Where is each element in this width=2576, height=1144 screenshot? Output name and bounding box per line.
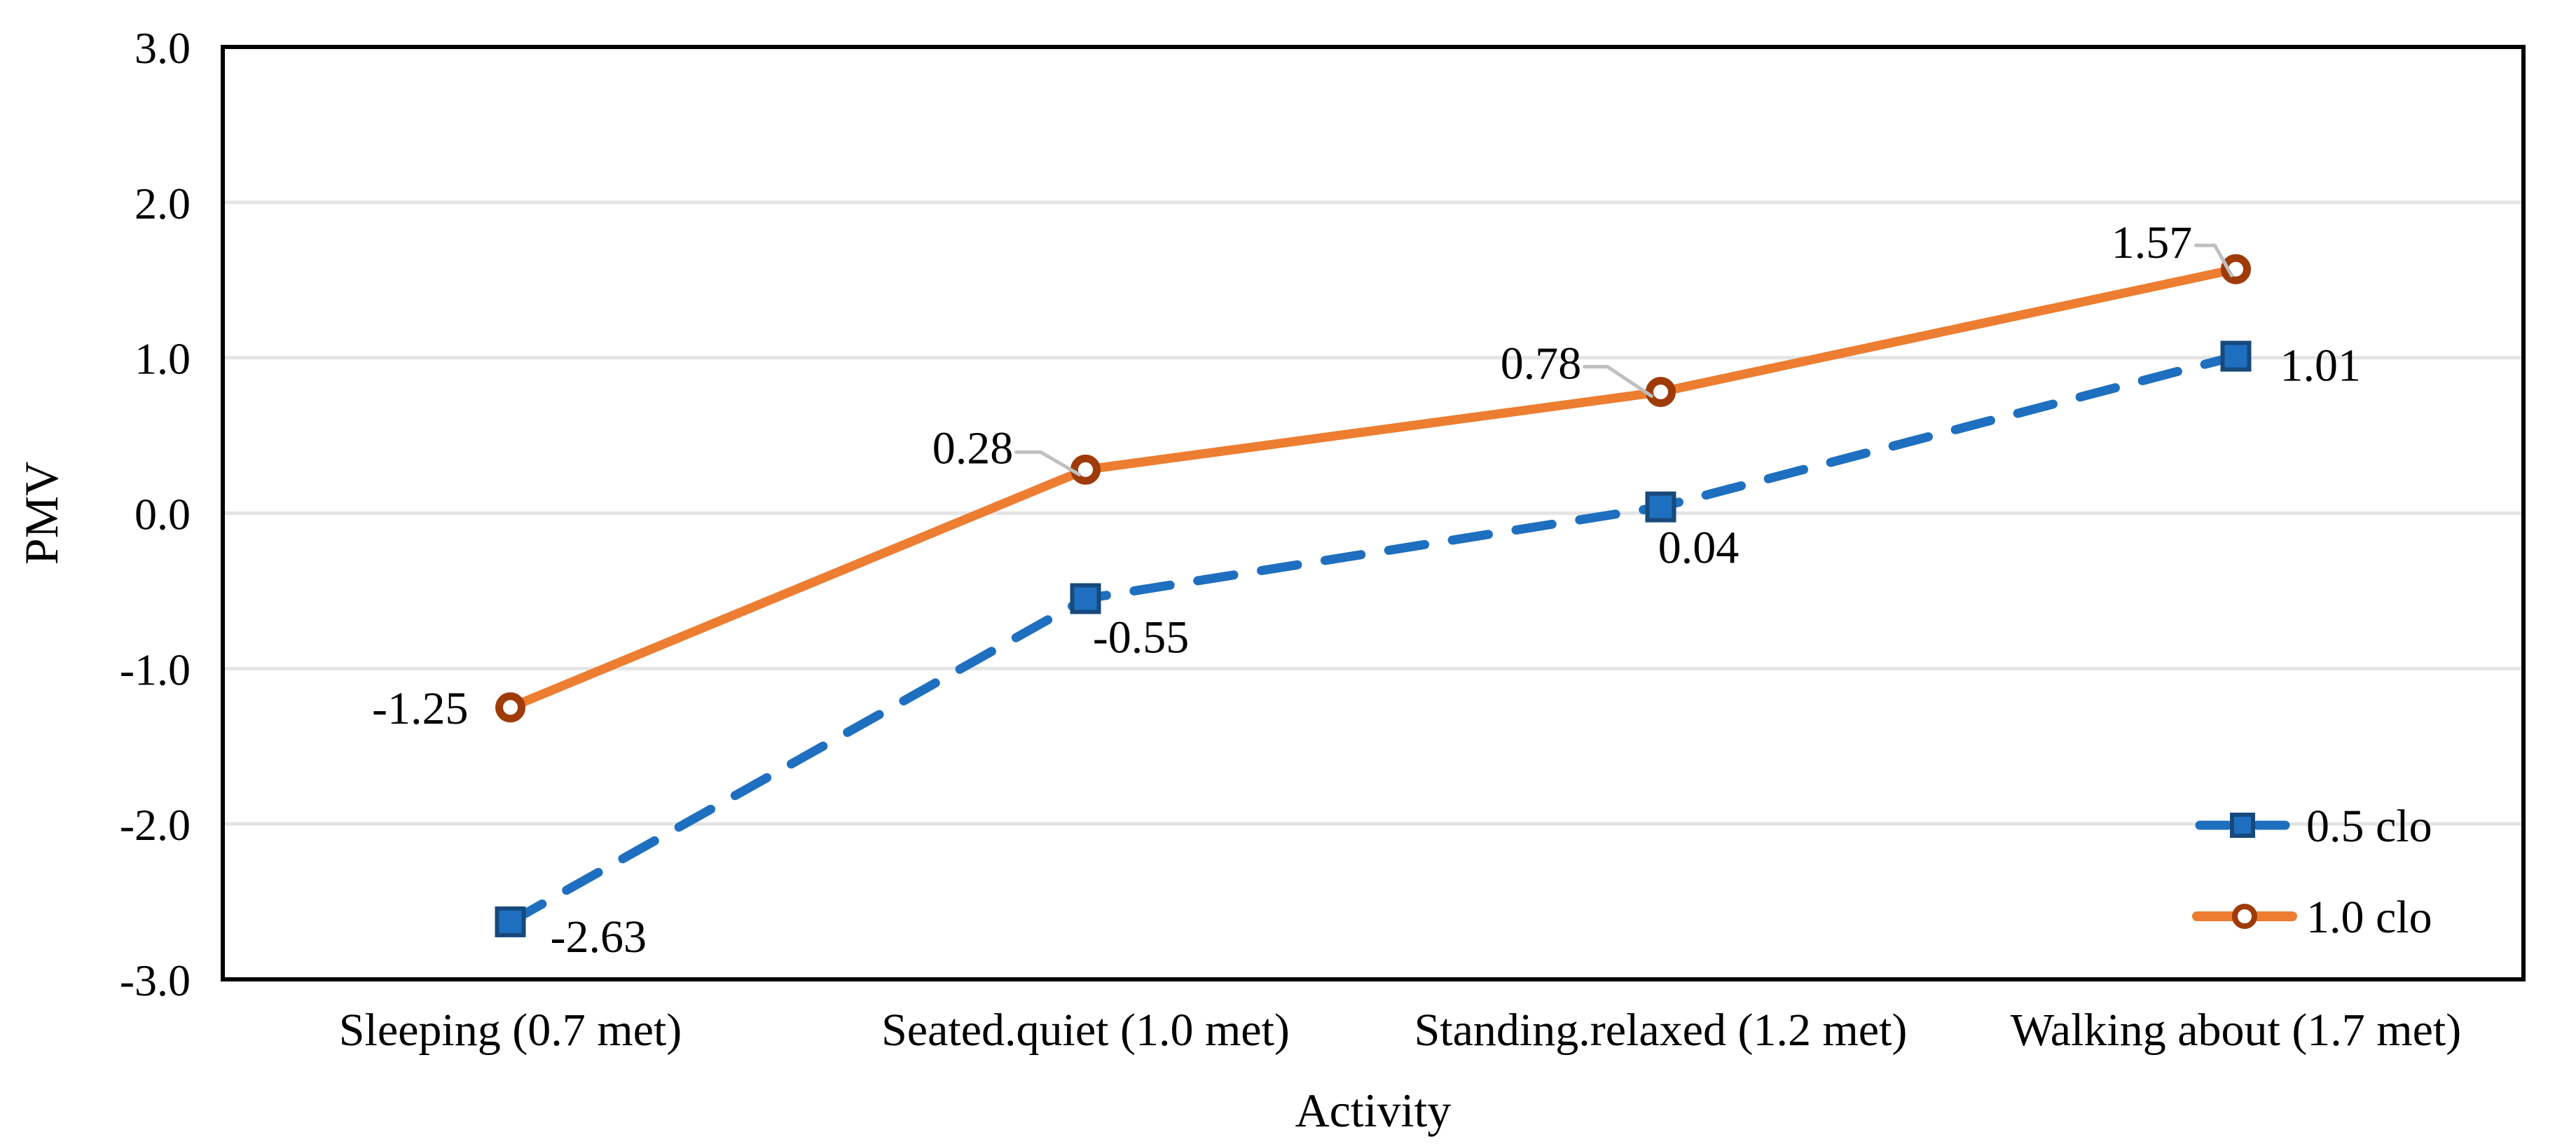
x-category-label: Sleeping (0.7 met) xyxy=(339,1005,682,1056)
legend-item-0-5-clo: 0.5 clo xyxy=(2195,801,2432,852)
data-label-1-0-clo: -1.25 xyxy=(372,683,468,734)
data-label-1-0-clo: 0.28 xyxy=(932,422,1014,474)
data-label-0-5-clo: 0.04 xyxy=(1658,523,1740,574)
y-tick-label: -3.0 xyxy=(120,956,191,1005)
marker-square-0-5-clo xyxy=(1645,491,1676,523)
x-axis-title: Activity xyxy=(1295,1084,1452,1137)
series-0-5-clo: -2.63 -0.55 0.04 1.01 xyxy=(495,340,2362,963)
y-tick-label: 2.0 xyxy=(135,179,191,228)
y-tick-label: 1.0 xyxy=(135,334,191,384)
y-tick-label: -2.0 xyxy=(120,800,191,850)
marker-square-0-5-clo xyxy=(2220,340,2252,372)
legend-marker-circle xyxy=(2232,904,2257,929)
data-label-0-5-clo: 1.01 xyxy=(2280,340,2362,391)
y-tick-label: -1.0 xyxy=(120,645,191,694)
series-line-1-0-clo xyxy=(506,264,2240,712)
legend-marker-square xyxy=(2230,813,2255,838)
series-line-0-5-clo xyxy=(506,351,2240,927)
marker-circle-1-0-clo xyxy=(1646,376,1676,407)
marker-square-0-5-clo xyxy=(1070,583,1101,614)
legend-item-1-0-clo: 1.0 clo xyxy=(2192,892,2432,943)
legend-label-1-0-clo: 1.0 clo xyxy=(2306,892,2432,943)
label-leader-line xyxy=(2194,243,2233,277)
x-category-label: Seated.quiet (1.0 met) xyxy=(881,1005,1290,1056)
marker-square-0-5-clo xyxy=(495,906,526,937)
label-leader-line xyxy=(1014,450,1081,476)
legend: 0.5 clo 1.0 clo xyxy=(2192,801,2432,943)
data-label-0-5-clo: -0.55 xyxy=(1093,612,1189,663)
x-category-label: Standing.relaxed (1.2 met) xyxy=(1414,1005,1908,1056)
marker-circle-1-0-clo xyxy=(1070,454,1101,485)
y-axis-title: PMV xyxy=(15,462,68,565)
data-label-0-5-clo: -2.63 xyxy=(551,911,647,963)
plot-border xyxy=(221,45,2526,981)
y-tick-label: 0.0 xyxy=(135,490,191,539)
marker-circle-1-0-clo xyxy=(495,692,525,723)
label-leader-line xyxy=(1583,364,1653,398)
x-category-label: Walking about (1.7 met) xyxy=(2011,1005,2462,1056)
series-1-0-clo: -1.25 0.28 0.78 1.57 xyxy=(372,217,2251,734)
y-tick-label: 3.0 xyxy=(135,23,191,73)
data-label-1-0-clo: 1.57 xyxy=(2112,217,2193,268)
data-label-1-0-clo: 0.78 xyxy=(1501,338,1582,389)
legend-label-0-5-clo: 0.5 clo xyxy=(2306,801,2432,852)
